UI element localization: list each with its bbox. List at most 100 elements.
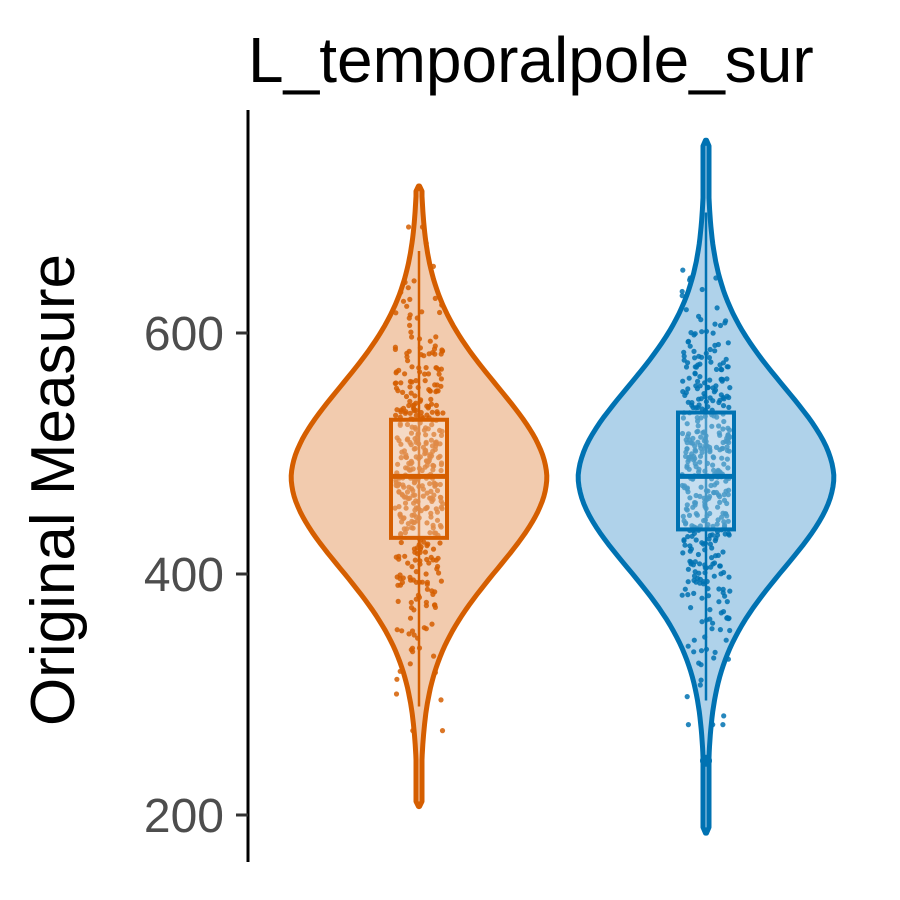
data-point xyxy=(709,555,715,561)
data-point xyxy=(397,422,403,428)
data-point xyxy=(725,492,731,498)
data-point xyxy=(692,443,698,449)
data-point xyxy=(415,635,421,641)
data-point xyxy=(402,279,408,285)
data-point xyxy=(428,514,434,520)
data-point xyxy=(698,662,704,668)
data-point xyxy=(434,517,441,523)
data-point xyxy=(406,224,412,230)
data-point xyxy=(713,275,719,281)
data-point xyxy=(439,347,445,353)
data-point xyxy=(424,403,430,409)
data-point xyxy=(687,558,693,564)
data-point xyxy=(710,722,716,728)
data-point xyxy=(422,549,428,555)
data-point xyxy=(703,328,710,334)
data-point xyxy=(704,443,710,449)
data-point xyxy=(407,615,414,621)
data-point xyxy=(408,329,414,335)
data-point xyxy=(707,395,713,401)
data-point xyxy=(400,389,406,395)
data-point xyxy=(407,296,413,302)
data-point xyxy=(429,453,435,459)
data-point xyxy=(415,384,421,391)
data-point xyxy=(412,557,418,563)
data-point xyxy=(693,510,699,517)
data-point xyxy=(703,565,710,571)
data-point xyxy=(684,507,690,513)
data-point xyxy=(684,502,690,508)
data-point xyxy=(695,551,702,558)
data-point xyxy=(699,595,705,601)
data-point xyxy=(711,655,717,661)
data-point xyxy=(687,343,693,349)
data-point xyxy=(717,397,723,403)
data-point xyxy=(725,656,732,662)
data-point xyxy=(398,531,404,537)
data-point xyxy=(431,530,437,536)
data-point xyxy=(438,376,444,382)
data-point xyxy=(434,409,440,415)
data-point xyxy=(438,460,445,466)
data-point xyxy=(685,592,691,598)
data-point xyxy=(402,500,409,506)
data-point xyxy=(392,344,398,350)
data-point xyxy=(725,465,731,471)
data-point xyxy=(721,418,727,425)
data-point xyxy=(687,543,693,549)
data-point xyxy=(411,500,417,506)
data-point xyxy=(698,648,705,654)
data-point xyxy=(681,357,687,363)
data-point xyxy=(681,538,687,544)
data-point xyxy=(695,378,701,384)
data-point xyxy=(423,626,429,632)
data-point xyxy=(406,402,412,409)
data-point xyxy=(717,499,723,505)
data-point xyxy=(407,661,413,667)
data-point xyxy=(431,653,437,659)
data-point xyxy=(398,539,404,546)
data-point xyxy=(707,447,713,453)
data-point xyxy=(708,482,714,489)
data-point xyxy=(408,647,414,653)
data-point xyxy=(702,393,708,400)
data-point xyxy=(703,488,710,494)
data-point xyxy=(395,598,401,605)
data-point xyxy=(720,549,726,555)
data-point xyxy=(691,649,697,655)
data-point xyxy=(417,345,423,351)
data-point xyxy=(409,564,415,570)
data-point xyxy=(422,371,428,377)
data-point xyxy=(432,602,438,608)
data-point xyxy=(406,631,412,637)
data-point xyxy=(437,481,443,488)
data-point xyxy=(404,303,410,309)
data-point xyxy=(717,362,723,368)
data-point xyxy=(724,444,730,450)
data-point xyxy=(685,534,691,540)
data-point xyxy=(426,560,432,566)
data-point xyxy=(423,365,429,371)
data-point xyxy=(698,484,704,490)
data-point xyxy=(397,668,403,674)
data-point xyxy=(434,488,441,494)
data-point xyxy=(681,353,687,359)
data-point xyxy=(438,578,444,584)
data-point xyxy=(710,620,716,626)
data-point xyxy=(687,548,693,554)
data-point xyxy=(430,546,437,552)
data-point xyxy=(688,330,694,336)
data-point xyxy=(435,563,441,570)
data-point xyxy=(723,356,729,362)
data-point xyxy=(399,628,405,634)
data-point xyxy=(703,646,710,652)
data-point xyxy=(704,460,711,466)
data-point xyxy=(679,430,686,437)
data-point xyxy=(711,455,717,461)
data-point xyxy=(702,499,708,505)
data-point xyxy=(702,634,708,640)
data-point xyxy=(700,581,707,587)
data-point xyxy=(430,448,436,454)
data-point xyxy=(705,586,711,592)
data-point xyxy=(685,579,691,585)
